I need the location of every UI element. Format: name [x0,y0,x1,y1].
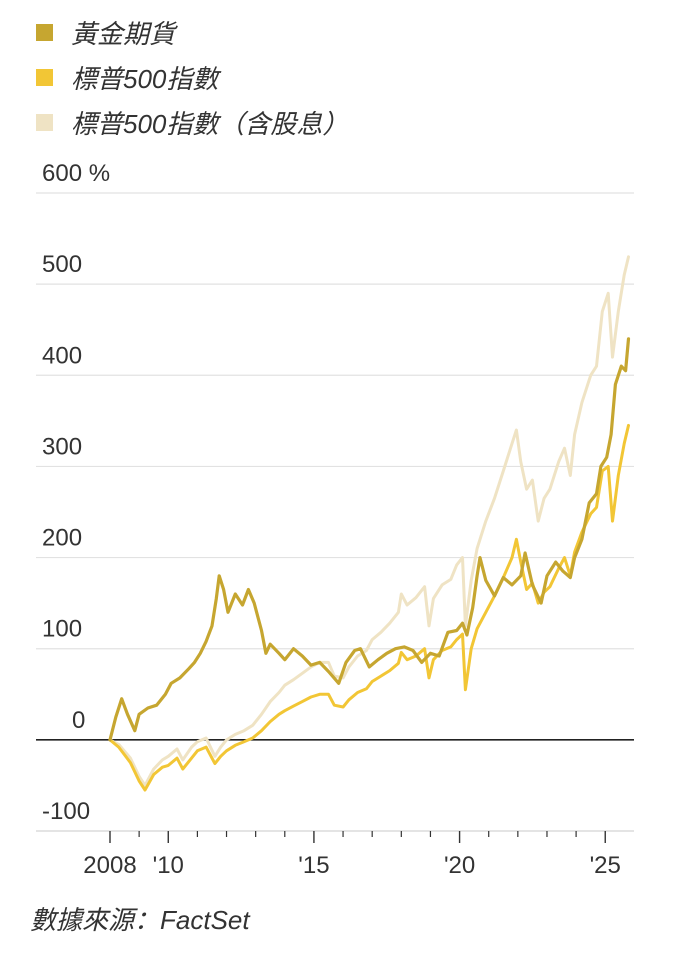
x-tick-label: '10 [153,852,184,879]
series-line-2 [108,337,631,742]
legend-item-gold-futures: 黃金期貨 [36,10,348,55]
y-tick-label: -100 [42,798,90,825]
y-tick-label: 400 [42,342,82,369]
x-tick-label: '20 [444,852,475,879]
series-line-1 [108,423,630,792]
legend-swatch-gold-futures [36,24,53,41]
y-tick-label: 600 % [42,160,110,187]
x-axis: 2008 '10 '15 '20 '25 [36,830,634,879]
legend-label-gold-futures: 黃金期貨 [71,19,176,49]
x-tick-label: '15 [298,852,329,879]
x-tick-label: '25 [590,852,621,879]
y-axis-labels: 600 % 500 400 300 200 100 0 -100 [42,160,110,825]
y-tick-label: 300 [42,433,82,460]
series-line-0 [108,255,630,787]
y-tick-label: 500 [42,251,82,278]
source-note: 數據來源：FactSet [30,905,250,935]
legend-label-sp500-dividends: 標普500指數（含股息） [71,109,349,139]
legend-swatch-sp500 [36,69,53,86]
series-lines [108,255,631,792]
legend-swatch-sp500-dividends [36,114,53,131]
x-tick-label: 2008 [83,852,136,879]
y-tick-label: 0 [72,707,85,734]
y-tick-label: 200 [42,525,82,552]
legend-label-sp500: 標普500指數 [71,64,219,94]
y-tick-label: 100 [42,616,82,643]
legend-item-sp500-dividends: 標普500指數（含股息） [36,100,348,145]
grid-lines [36,192,634,832]
line-chart: 600 % 500 400 300 200 100 0 -100 2008 '10 '15 '20 '… [36,160,634,879]
chart-legend: 黃金期貨 標普500指數 標普500指數（含股息） [36,10,348,145]
legend-item-sp500: 標普500指數 [36,55,348,100]
